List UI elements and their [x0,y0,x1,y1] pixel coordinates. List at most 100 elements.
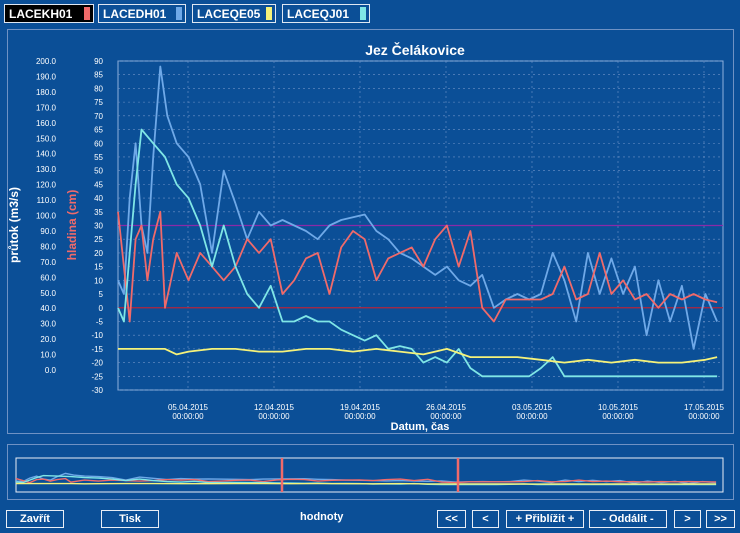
y-axis-label-right: hladina (cm) [65,190,79,261]
right-tick-label: 70 [94,112,103,121]
right-tick-label: 85 [94,71,103,80]
left-tick-label: 200.0 [36,57,57,66]
x-tick-time: 00:00:00 [602,412,634,421]
tab-laceqe05[interactable]: LACEQE05 [192,4,276,23]
right-tick-label: -15 [91,345,103,354]
right-tick-label: 10 [94,276,103,285]
prev-button[interactable]: < [472,510,499,528]
left-tick-label: 110.0 [37,196,57,205]
x-axis-label: Datum, čas [391,421,450,433]
tab-label: LACEQJ01 [287,7,350,21]
left-tick-label: 130.0 [36,165,57,174]
x-tick-time: 00:00:00 [344,412,376,421]
left-tick-label: 160.0 [36,119,57,128]
x-tick-date: 17.05.2015 [684,403,725,412]
right-tick-label: -25 [91,372,103,381]
left-tick-label: 120.0 [36,181,57,190]
series-line-laceqj01 [117,128,718,378]
left-tick-label: 190.0 [36,72,57,81]
right-tick-label: 45 [94,180,103,189]
series-line-lacedh01 [117,65,718,350]
right-tick-label: 60 [94,139,103,148]
x-tick-time: 00:00:00 [688,412,720,421]
series-color-swatch [84,7,90,20]
y-axis-label-left: průtok (m3/s) [7,187,21,263]
x-tick-time: 00:00:00 [430,412,462,421]
tab-label: LACEQE05 [197,7,261,21]
print-button[interactable]: Tisk [101,510,159,528]
overview-panel[interactable] [7,444,734,500]
right-tick-label: 30 [94,222,103,231]
tab-laceqj01[interactable]: LACEQJ01 [282,4,370,23]
right-tick-label: 0 [99,304,104,313]
x-tick-date: 10.05.2015 [598,403,639,412]
overview-series-lacedh01 [15,472,717,485]
left-tick-label: 40.0 [40,304,56,313]
x-tick-date: 03.05.2015 [512,403,553,412]
close-button[interactable]: Zavřít [6,510,64,528]
right-tick-label: 50 [94,167,103,176]
left-tick-label: 180.0 [36,88,57,97]
left-tick-label: 150.0 [36,134,57,143]
zoom-in-button[interactable]: + Přiblížit + [506,510,584,528]
right-tick-label: 20 [94,249,103,258]
right-tick-label: 5 [99,290,104,299]
left-tick-label: 10.0 [40,351,56,360]
right-tick-label: -20 [91,359,103,368]
left-tick-label: 50.0 [40,289,56,298]
left-tick-label: 30.0 [40,320,56,329]
tab-label: LACEDH01 [103,7,167,21]
left-tick-label: 0.0 [45,366,57,375]
last-button[interactable]: >> [706,510,735,528]
right-tick-label: -30 [91,386,103,395]
left-tick-label: 70.0 [40,258,56,267]
series-tabs: LACEKH01 LACEDH01 LACEQE05 LACEQJ01 [0,0,740,28]
x-tick-date: 05.04.2015 [168,403,209,412]
left-tick-label: 90.0 [40,227,56,236]
left-tick-label: 80.0 [40,242,56,251]
overview-series-lacekh01 [15,477,717,484]
overview-series-laceqe05 [16,482,717,485]
series-line-lacekh01 [117,210,718,323]
right-tick-label: 90 [94,57,103,66]
series-color-swatch [266,7,272,20]
x-tick-date: 12.04.2015 [254,403,295,412]
right-tick-label: 75 [94,98,103,107]
right-tick-label: 65 [94,126,103,135]
left-tick-label: 170.0 [36,103,57,112]
right-tick-label: 35 [94,208,103,217]
left-tick-label: 20.0 [40,335,56,344]
x-tick-date: 19.04.2015 [340,403,381,412]
x-tick-date: 26.04.2015 [426,403,467,412]
status-label: hodnoty [300,511,344,523]
tab-label: LACEKH01 [9,7,73,21]
right-tick-label: 80 [94,84,103,93]
zoom-out-button[interactable]: - Oddálit - [589,510,667,528]
x-tick-time: 00:00:00 [516,412,548,421]
chart-title: Jez Čelákovice [365,41,465,58]
tab-lacekh01[interactable]: LACEKH01 [4,4,94,23]
right-tick-label: 40 [94,194,103,203]
x-tick-time: 00:00:00 [172,412,204,421]
right-tick-label: 55 [94,153,103,162]
left-tick-label: 140.0 [36,150,57,159]
left-tick-label: 100.0 [36,212,57,221]
right-tick-label: -10 [91,331,103,340]
tab-lacedh01[interactable]: LACEDH01 [98,4,186,23]
right-tick-label: 15 [94,263,103,272]
series-line-laceqe05 [118,347,718,364]
series-lines [117,65,718,378]
reference-lines [118,224,723,309]
right-tick-label: -5 [96,317,104,326]
right-axis-ticks: 908580757065605550454035302520151050-5-1… [91,57,103,395]
overview-chart[interactable] [0,444,740,504]
series-color-swatch [360,7,366,20]
next-button[interactable]: > [674,510,701,528]
overview-frame [15,457,724,493]
main-chart[interactable]: Jez Čelákovice průtok (m3/s) hladina (cm… [0,0,740,445]
x-axis-ticks: 05.04.201500:00:0012.04.201500:00:0019.0… [168,403,725,421]
series-color-swatch [176,7,182,20]
left-axis-ticks: 200.0 190.0 180.0 170.0 160.0 150.0 140.0 130.0… [36,57,57,375]
left-tick-label: 60.0 [40,273,56,282]
first-button[interactable]: << [437,510,466,528]
